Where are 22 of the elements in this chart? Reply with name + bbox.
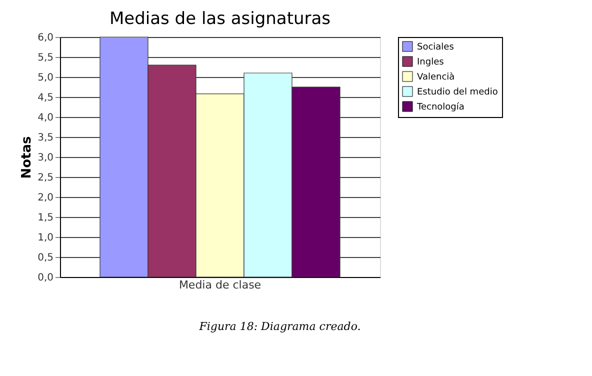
y-tick-label: 1,0: [38, 232, 54, 244]
y-tick-label: 3,5: [38, 132, 54, 144]
legend-label: Sociales: [417, 42, 454, 52]
legend-label: Tecnología: [416, 102, 464, 112]
y-tick-label: 5,5: [38, 52, 54, 64]
y-tick-label: 0,0: [38, 272, 54, 284]
y-tick-label: 2,0: [38, 192, 54, 204]
y-tick-label: 1,5: [38, 212, 54, 224]
y-tick-label: 4,0: [38, 112, 54, 124]
y-tick-label: 2,5: [38, 172, 54, 184]
text: Figura 18: Diagrama creado.: [198, 320, 361, 333]
y-tick-label: 0,5: [38, 252, 54, 264]
legend-label: Estudio del medio: [417, 88, 498, 98]
legend-label: Ingles: [417, 58, 444, 68]
x-tick-label: Media de clase: [178, 278, 262, 292]
y-tick-label: 5,0: [38, 72, 54, 84]
y-tick-label: 4,5: [38, 92, 54, 104]
legend-label: Valencià: [417, 72, 455, 82]
y-tick-label: 3,0: [38, 152, 54, 164]
chart-title: Medias de las asignaturas: [109, 9, 331, 29]
y-tick-label: 6,0: [38, 32, 54, 44]
y-axis-title: Notas: [20, 136, 35, 179]
